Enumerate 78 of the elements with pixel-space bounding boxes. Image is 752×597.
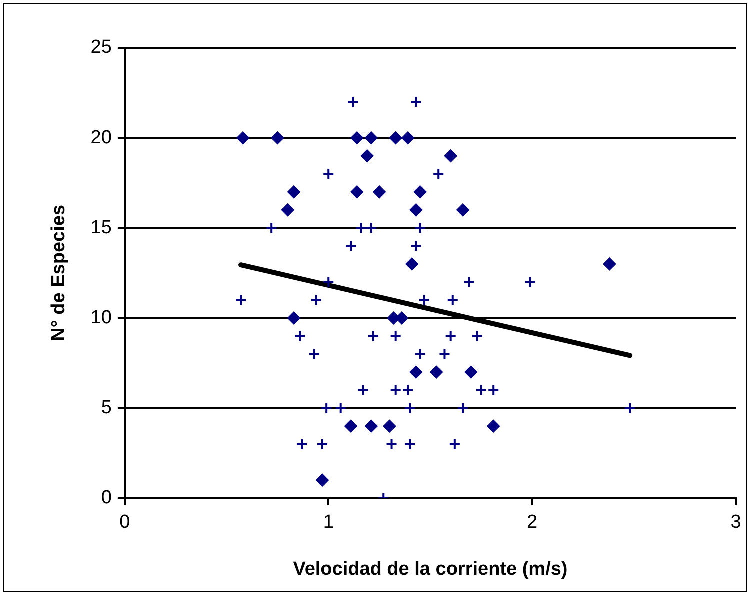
- point: [287, 312, 300, 325]
- x-tick-label: 0: [120, 512, 130, 534]
- point: [320, 402, 333, 414]
- point: [402, 132, 415, 145]
- point: [410, 204, 423, 217]
- y-tick-label: 5: [101, 398, 112, 419]
- point: [235, 294, 248, 306]
- y-axis-title: N° de Especies: [48, 204, 70, 342]
- y-tick-label: 0: [101, 488, 112, 509]
- point: [463, 276, 476, 288]
- point: [334, 402, 347, 414]
- point: [456, 204, 470, 217]
- point: [364, 132, 378, 145]
- point: [308, 348, 320, 360]
- point: [373, 186, 386, 199]
- point: [404, 438, 416, 450]
- point: [475, 384, 488, 396]
- point: [322, 168, 335, 180]
- point: [360, 150, 374, 163]
- point: [438, 348, 451, 360]
- point: [603, 258, 616, 271]
- point: [266, 222, 278, 234]
- y-tick-label: 20: [90, 127, 112, 148]
- point: [410, 96, 422, 108]
- point: [294, 330, 306, 342]
- point: [432, 168, 445, 180]
- point: [355, 222, 368, 234]
- y-tick-label: 15: [90, 217, 112, 238]
- point: [345, 240, 358, 252]
- point: [406, 258, 419, 271]
- x-tick-label: 1: [323, 512, 334, 534]
- point: [347, 96, 360, 108]
- point: [281, 204, 294, 217]
- y-tick-label: 25: [90, 37, 112, 58]
- point: [390, 384, 402, 396]
- point: [350, 132, 364, 145]
- point: [471, 330, 484, 342]
- point: [488, 384, 500, 396]
- x-tick-label: 2: [527, 512, 538, 534]
- point: [271, 132, 284, 145]
- point: [236, 132, 250, 145]
- point: [357, 384, 370, 396]
- point: [457, 402, 470, 414]
- point: [386, 438, 398, 450]
- point: [444, 330, 457, 342]
- point: [487, 420, 500, 433]
- point: [390, 330, 402, 342]
- point: [322, 276, 335, 288]
- point: [365, 222, 378, 234]
- point: [410, 240, 422, 252]
- point: [464, 366, 478, 379]
- point: [414, 222, 426, 234]
- x-tick-label: 3: [730, 512, 742, 534]
- point: [364, 420, 378, 433]
- point: [296, 438, 308, 450]
- point: [410, 366, 423, 379]
- point: [316, 474, 330, 487]
- point: [350, 186, 364, 199]
- point: [418, 294, 430, 306]
- point: [448, 438, 461, 450]
- y-tick-label: 10: [90, 307, 112, 328]
- point: [524, 276, 536, 288]
- point: [344, 420, 358, 433]
- point: [430, 366, 444, 379]
- point: [404, 402, 416, 414]
- point: [316, 438, 329, 450]
- point: [310, 294, 322, 306]
- point: [414, 186, 427, 199]
- point: [446, 294, 459, 306]
- x-axis-title: Velocidad de la corriente (m/s): [293, 558, 568, 580]
- point: [287, 186, 300, 199]
- point: [624, 402, 636, 414]
- point: [367, 330, 380, 342]
- point: [383, 420, 396, 433]
- point: [414, 348, 426, 360]
- point: [402, 384, 414, 396]
- point: [444, 150, 458, 163]
- point: [389, 132, 402, 145]
